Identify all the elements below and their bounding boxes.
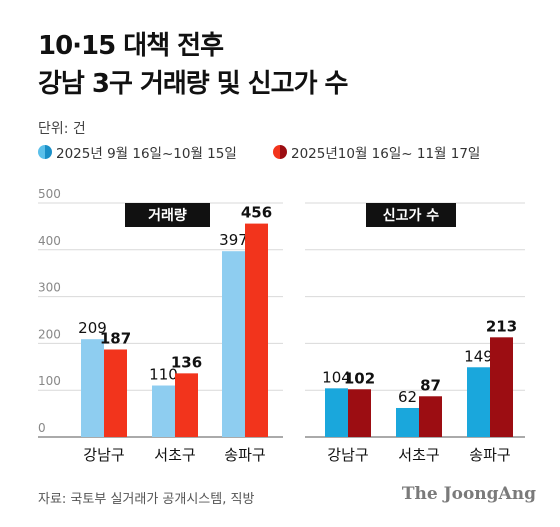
highprice-bar-0-0 <box>325 388 348 437</box>
highprice-bar-2-1 <box>490 337 513 437</box>
volume-value-label-1-0: 110 <box>149 366 178 384</box>
volume-value-label-1-1: 136 <box>171 353 202 371</box>
unit-label: 단위: 건 <box>38 121 86 137</box>
volume-value-label-2-1: 456 <box>241 204 272 222</box>
volume-bar-1-0 <box>152 385 175 437</box>
volume-title-box <box>125 203 210 227</box>
volume-bar-2-0 <box>222 251 245 437</box>
highprice-value-label-1-1: 87 <box>420 376 441 394</box>
legend: 2025년 9월 16일~10월 15일 2025년10월 16일~ 11월 1… <box>38 142 538 164</box>
volume-value-label-2-0: 397 <box>219 231 248 249</box>
highprice-bar-1-0 <box>396 407 419 437</box>
highprice-x-tick-label-2: 송파구 <box>469 446 510 464</box>
highprice-title: 신고가 수 <box>383 208 440 224</box>
volume-value-label-0-0: 209 <box>78 319 107 337</box>
legend-item-before: 2025년 9월 16일~10월 15일 <box>38 142 237 162</box>
volume-bar-0-1 <box>104 349 127 437</box>
volume-bar-1-1 <box>175 373 198 437</box>
legend-swatch-before-icon <box>38 145 52 159</box>
highprice-value-label-2-0: 149 <box>464 347 493 365</box>
chart-title-line2: 강남 3구 거래량 및 신고가 수 <box>38 69 348 99</box>
volume-bar-2-1 <box>245 223 268 437</box>
highprice-value-label-2-1: 213 <box>486 317 517 335</box>
legend-swatch-after-icon <box>273 145 287 159</box>
volume-x-tick-label-0: 강남구 <box>83 446 124 464</box>
highprice-x-tick-label-1: 서초구 <box>398 446 439 464</box>
y-tick-label-0: 0 <box>38 421 46 435</box>
highprice-x-tick-label-0: 강남구 <box>327 446 368 464</box>
volume-title: 거래량 <box>148 208 187 224</box>
highprice-bar-0-1 <box>348 389 371 437</box>
y-tick-label-4: 400 <box>38 234 61 248</box>
highprice-bar-2-0 <box>467 367 490 437</box>
y-tick-label-1: 100 <box>38 374 61 388</box>
y-tick-label-5: 500 <box>38 187 61 201</box>
y-tick-label-2: 200 <box>38 327 61 341</box>
volume-value-label-0-1: 187 <box>100 329 131 347</box>
highprice-title-box <box>366 203 456 227</box>
legend-item-after: 2025년10월 16일~ 11월 17일 <box>273 142 480 162</box>
publisher-logo: The JoongAng <box>401 484 536 504</box>
legend-label-before: 2025년 9월 16일~10월 15일 <box>56 146 237 162</box>
legend-label-after: 2025년10월 16일~ 11월 17일 <box>291 146 481 162</box>
highprice-value-label-0-0: 104 <box>322 368 351 386</box>
volume-x-tick-label-2: 송파구 <box>224 446 265 464</box>
highprice-bar-1-1 <box>419 396 442 437</box>
y-tick-label-3: 300 <box>38 281 61 295</box>
highprice-value-label-0-1: 102 <box>344 369 375 387</box>
chart-title-line1: 10·15 대책 전후 <box>38 31 224 61</box>
volume-x-tick-label-1: 서초구 <box>154 446 195 464</box>
highprice-value-label-1-0: 62 <box>398 388 417 406</box>
volume-bar-0-0 <box>81 339 104 437</box>
source-note: 자료: 국토부 실거래가 공개시스템, 직방 <box>38 492 255 507</box>
